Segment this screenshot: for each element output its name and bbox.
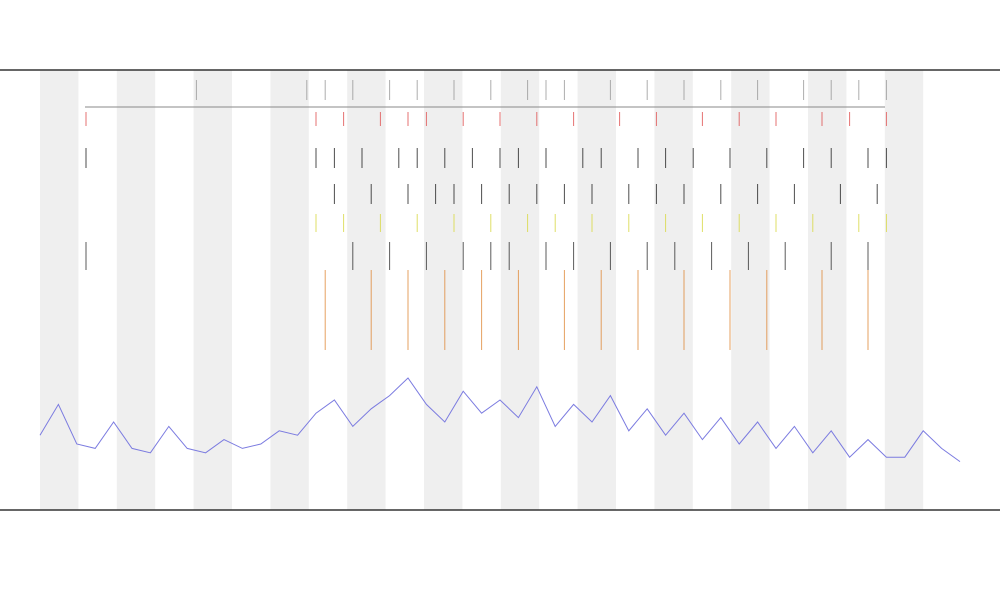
band: [654, 70, 693, 510]
band: [347, 70, 386, 510]
band: [808, 70, 847, 510]
band: [193, 70, 232, 510]
line-series: [39, 377, 961, 463]
band: [270, 70, 309, 510]
band: [116, 70, 156, 510]
band: [731, 70, 770, 510]
band: [577, 70, 616, 510]
band: [884, 70, 924, 510]
band: [40, 70, 79, 510]
band: [500, 70, 540, 510]
band: [424, 70, 463, 510]
